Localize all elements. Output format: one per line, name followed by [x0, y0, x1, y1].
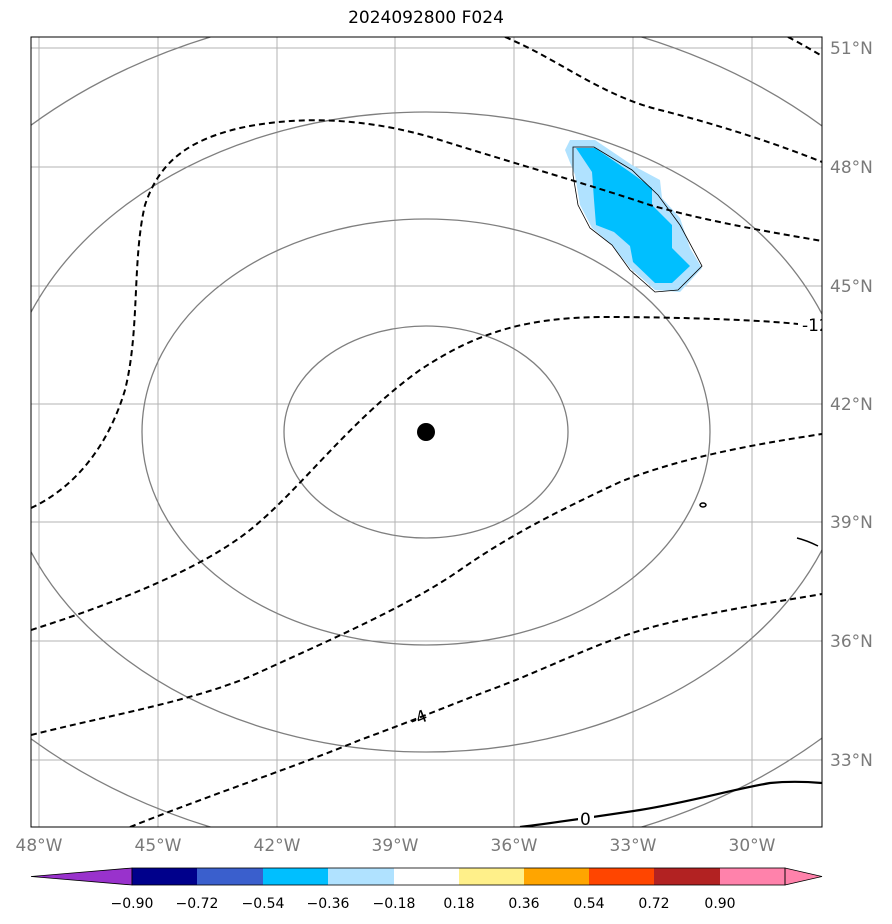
- colorbar-tick-label: 0.54: [573, 896, 604, 912]
- map-panel: -12 -4 0: [31, 37, 830, 830]
- lat-label: 48°N: [830, 158, 873, 178]
- longitude-labels: 48°W 45°W 42°W 39°W 36°W 33°W 30°W: [16, 836, 776, 856]
- lon-label: 48°W: [16, 836, 63, 856]
- colorbar-tick-label: 0.18: [443, 896, 474, 912]
- lon-label: 36°W: [491, 836, 538, 856]
- zero-contour: [519, 780, 822, 827]
- lon-label: 33°W: [610, 836, 657, 856]
- colorbar-outline: [131, 867, 786, 886]
- lat-label: 51°N: [830, 39, 873, 59]
- lat-label: 39°N: [830, 513, 873, 533]
- graticule: [31, 37, 822, 827]
- latitude-labels: 51°N 48°N 45°N 42°N 39°N 36°N 33°N: [830, 39, 873, 771]
- map-title: 2024092800 F024: [348, 8, 504, 28]
- contour-label-minus12: -12: [802, 316, 830, 336]
- colorbar-tick-label: −0.54: [242, 896, 285, 912]
- colorbar-segment: [654, 868, 720, 885]
- colorbar-segment: [459, 868, 524, 885]
- lat-label: 33°N: [830, 751, 873, 771]
- lon-label: 30°W: [729, 836, 776, 856]
- contour-label-zero: 0: [580, 810, 591, 830]
- colorbar-segment: [197, 868, 263, 885]
- colorbar-tick-label: −0.72: [176, 896, 219, 912]
- lat-label: 42°N: [830, 395, 873, 415]
- storm-center-marker: [417, 423, 435, 441]
- colorbar-tick-label: 0.36: [508, 896, 539, 912]
- colorbar-segment: [589, 868, 654, 885]
- map-frame: [30, 36, 823, 828]
- lon-label: 42°W: [254, 836, 301, 856]
- colorbar-segment: [524, 868, 589, 885]
- colorbar-tick-label: −0.90: [111, 896, 154, 912]
- range-rings: [31, 37, 822, 827]
- colorbar-ticks: −0.90 −0.72 −0.54 −0.36 −0.18 0.18 0.36 …: [111, 896, 736, 912]
- colorbar: [30, 867, 823, 886]
- contour-label-minus4: -4: [407, 706, 430, 731]
- colorbar-extend-low: [30, 867, 133, 886]
- lat-label: 45°N: [830, 277, 873, 297]
- colorbar-tick-label: −0.36: [307, 896, 350, 912]
- colorbar-segment: [720, 868, 785, 885]
- colorbar-tick-label: 0.90: [704, 896, 735, 912]
- colorbar-segment: [328, 868, 394, 885]
- colorbar-segment: [263, 868, 328, 885]
- colorbar-tick-label: 0.72: [638, 896, 669, 912]
- colorbar-segment: [132, 868, 197, 885]
- colorbar-tick-label: −0.18: [373, 896, 416, 912]
- dashed-contours: [31, 37, 822, 827]
- lon-label: 45°W: [135, 836, 182, 856]
- colorbar-extend-high: [784, 867, 823, 886]
- lat-label: 36°N: [830, 632, 873, 652]
- shaded-anomaly-patch: [565, 140, 703, 293]
- colorbar-segment: [394, 868, 459, 885]
- lon-label: 39°W: [372, 836, 419, 856]
